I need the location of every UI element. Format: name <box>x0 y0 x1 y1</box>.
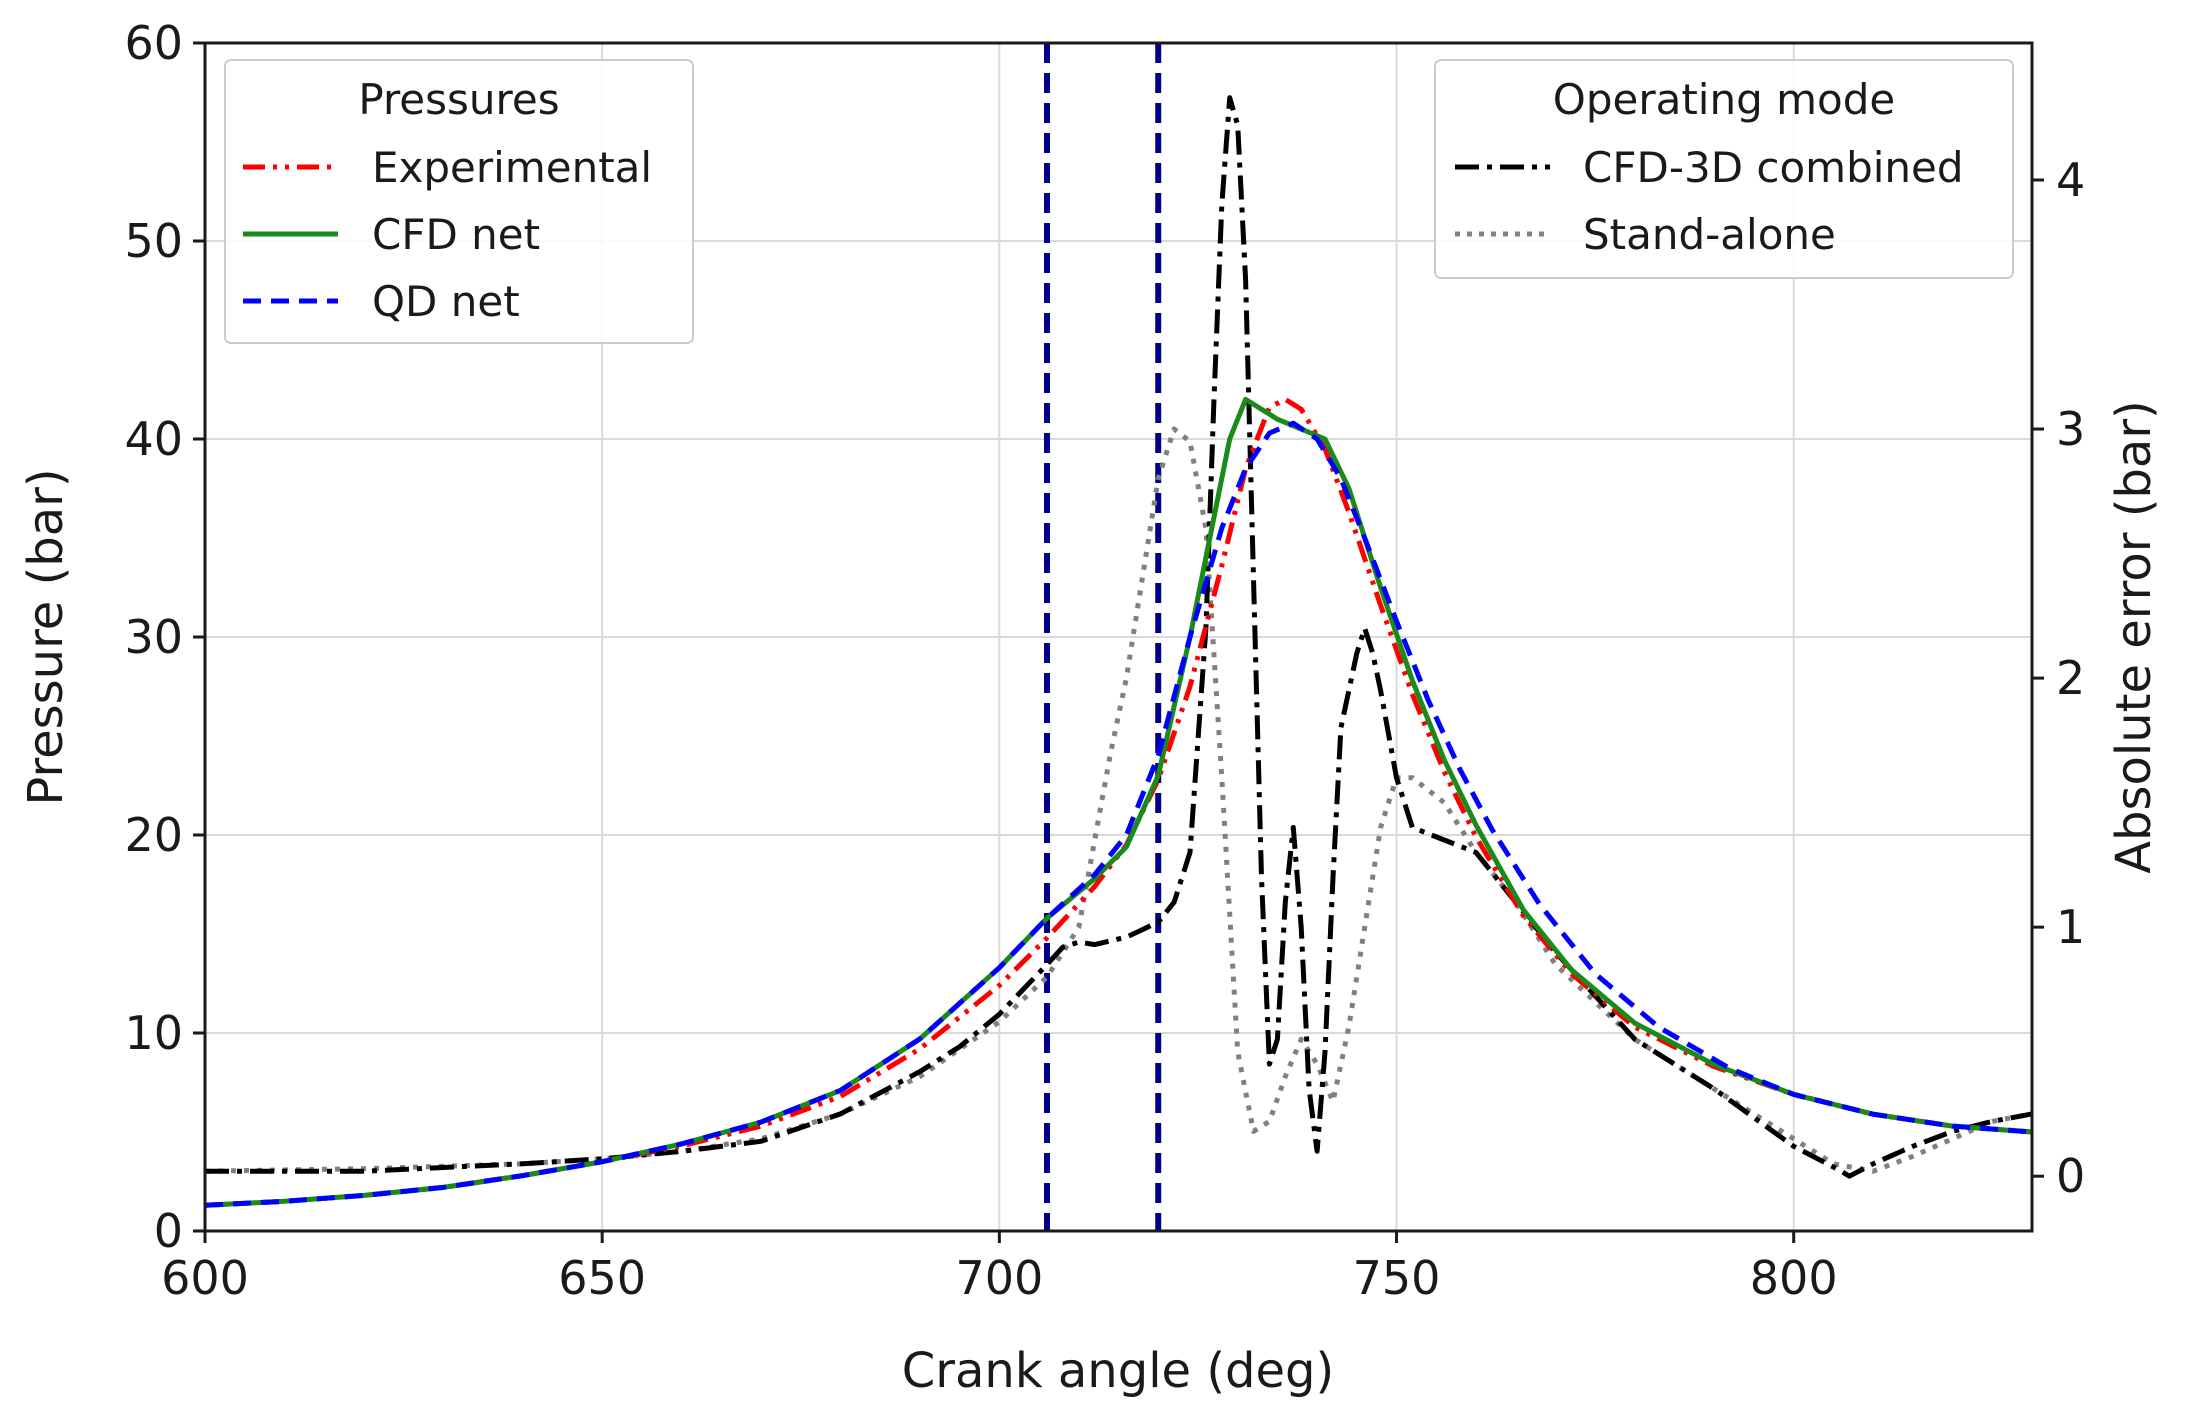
series-line-experimental <box>204 396 2033 1208</box>
series-line-cfd-3d-combined <box>205 95 2033 1179</box>
y-tick-label: 30 <box>124 610 183 664</box>
series-line-cfd-net <box>204 396 2033 1208</box>
y2-tick-label: 4 <box>2056 153 2085 207</box>
legend-operating-mode: Operating mode CFD-3D combined Stand-alo… <box>1434 59 2014 279</box>
x-tick-label: 700 <box>955 1251 1043 1305</box>
legend-cfd-net-label: CFD net <box>372 210 540 259</box>
x-tick-label: 650 <box>558 1251 646 1305</box>
x-axis-label: Crank angle (deg) <box>902 1343 1335 1399</box>
x-tick-label: 800 <box>1750 1251 1838 1305</box>
y-tick-label: 0 <box>154 1204 183 1258</box>
legend-mode-title: Operating mode <box>1553 75 1895 124</box>
legend-experimental-label: Experimental <box>372 143 652 192</box>
legend-pressures-title: Pressures <box>358 75 559 124</box>
y2-tick-label: 1 <box>2056 900 2085 954</box>
legend-cfd3d-label: CFD-3D combined <box>1583 143 1964 192</box>
y-tick-label: 20 <box>124 808 183 862</box>
y2-axis-label: Absolute error (bar) <box>2106 400 2162 874</box>
x-tick-label: 750 <box>1353 1251 1441 1305</box>
y2-tick-label: 3 <box>2056 402 2085 456</box>
series-line-qd-net <box>204 420 2033 1208</box>
legend-pressures: Pressures Experimental CFD net QD net <box>224 59 694 344</box>
x-tick-label: 600 <box>161 1251 249 1305</box>
vertical-markers <box>1044 43 1162 1231</box>
y-tick-label: 40 <box>124 412 183 466</box>
y-tick-label: 60 <box>124 16 183 70</box>
legend-pressures-box <box>224 59 694 344</box>
y2-tick-label: 2 <box>2056 651 2085 705</box>
y-tick-label: 50 <box>124 214 183 268</box>
legend-mode-box <box>1434 59 2014 279</box>
series-line-stand-alone <box>204 426 2033 1174</box>
series-lines <box>204 95 2033 1208</box>
y-tick-label: 10 <box>124 1006 183 1060</box>
y2-tick-label: 0 <box>2056 1149 2085 1203</box>
legend-standalone-label: Stand-alone <box>1583 210 1836 259</box>
y-axis-label: Pressure (bar) <box>18 468 74 805</box>
legend-qd-net-label: QD net <box>372 277 520 326</box>
